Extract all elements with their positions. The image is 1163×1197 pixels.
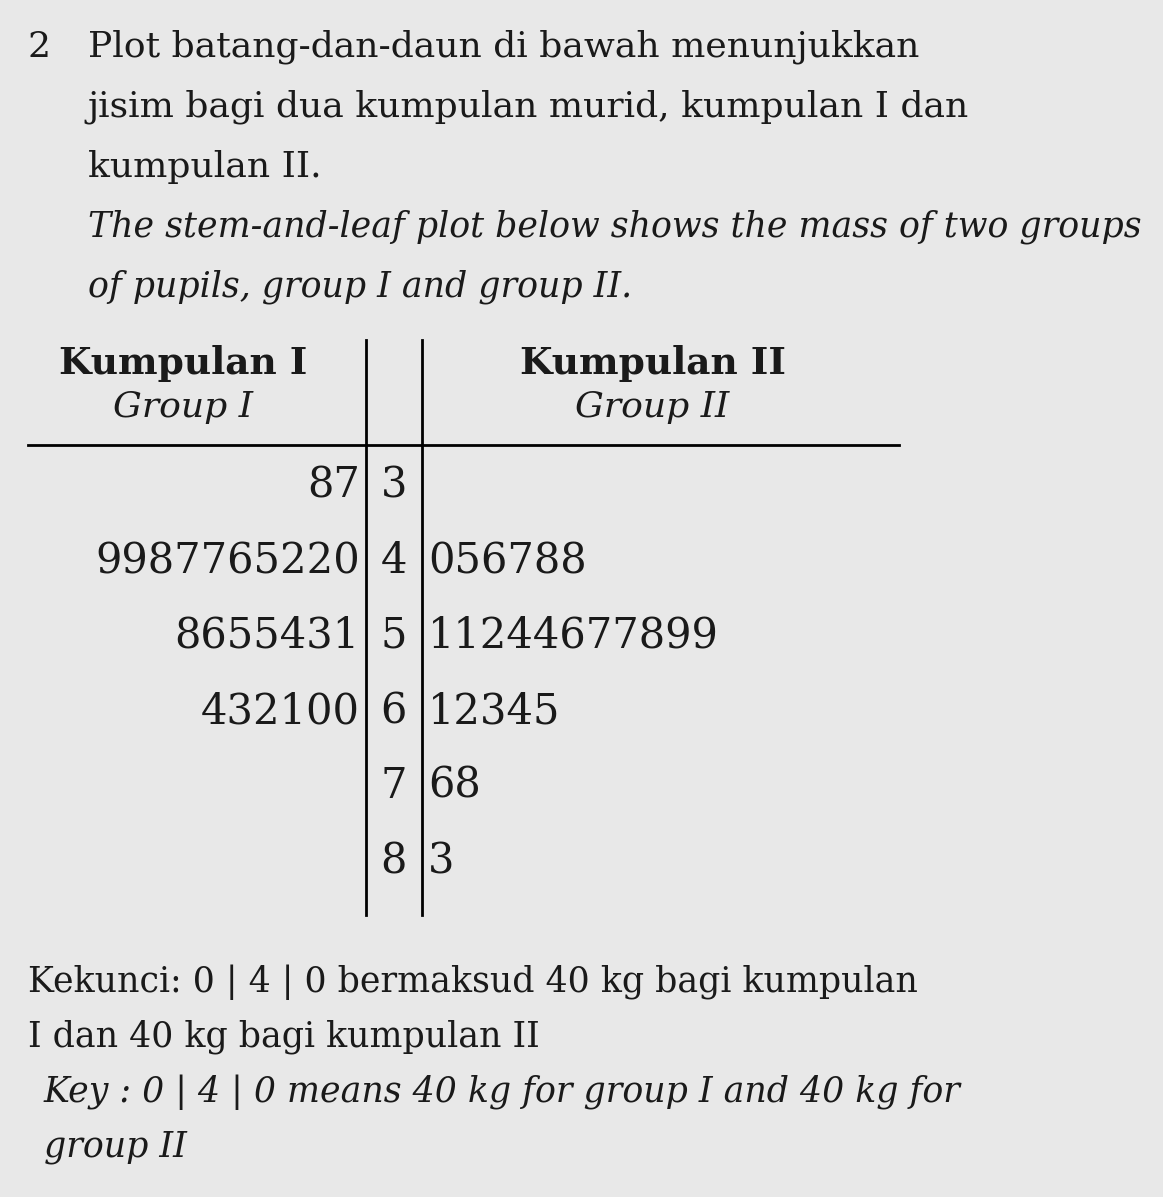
Text: 3: 3 — [428, 840, 455, 882]
Text: I dan 40 kg bagi kumpulan II: I dan 40 kg bagi kumpulan II — [28, 1020, 540, 1055]
Text: 8: 8 — [380, 840, 407, 882]
Text: of pupils, group I and group II.: of pupils, group I and group II. — [87, 271, 632, 304]
Text: 9987765220: 9987765220 — [95, 540, 359, 582]
Text: Group II: Group II — [576, 390, 729, 424]
Text: 12345: 12345 — [428, 689, 561, 733]
Text: Key : 0 | 4 | 0 means 40 kg for group I and 40 kg for: Key : 0 | 4 | 0 means 40 kg for group I … — [44, 1075, 961, 1111]
Text: group II: group II — [44, 1130, 186, 1163]
Text: 68: 68 — [428, 765, 480, 807]
Text: 3: 3 — [380, 464, 407, 508]
Text: 11244677899: 11244677899 — [428, 615, 719, 657]
Text: 432100: 432100 — [201, 689, 359, 733]
Text: Plot batang-dan-daun di bawah menunjukkan: Plot batang-dan-daun di bawah menunjukka… — [87, 30, 919, 65]
Text: 6: 6 — [380, 689, 407, 733]
Text: Kumpulan I: Kumpulan I — [59, 345, 307, 382]
Text: 87: 87 — [307, 464, 359, 508]
Text: Kumpulan II: Kumpulan II — [520, 345, 785, 382]
Text: 5: 5 — [380, 615, 407, 657]
Text: 2: 2 — [28, 30, 51, 63]
Text: Kekunci: 0 | 4 | 0 bermaksud 40 kg bagi kumpulan: Kekunci: 0 | 4 | 0 bermaksud 40 kg bagi … — [28, 965, 918, 1001]
Text: 056788: 056788 — [428, 540, 587, 582]
Text: The stem-and-leaf plot below shows the mass of two groups: The stem-and-leaf plot below shows the m… — [87, 209, 1141, 244]
Text: jisim bagi dua kumpulan murid, kumpulan I dan: jisim bagi dua kumpulan murid, kumpulan … — [87, 90, 969, 124]
Text: 7: 7 — [380, 765, 407, 807]
Text: 4: 4 — [380, 540, 407, 582]
Text: kumpulan II.: kumpulan II. — [87, 150, 321, 184]
Text: 8655431: 8655431 — [174, 615, 359, 657]
Text: Group I: Group I — [113, 390, 254, 424]
